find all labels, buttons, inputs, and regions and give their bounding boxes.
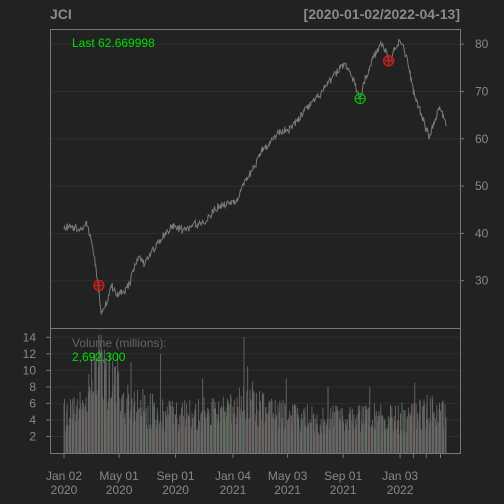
price-y-axis: 30 40 50 60 70 80: [460, 37, 489, 288]
last-price-label: Last 62.669998: [72, 36, 155, 50]
volume-y-tick-label: 6: [29, 396, 36, 410]
x-tick-label: Jan 04: [215, 469, 251, 483]
x-tick-year: 2020: [162, 483, 189, 497]
x-tick-year: 2021: [274, 483, 301, 497]
x-tick-year: 2021: [330, 483, 357, 497]
volume-y-tick-label: 8: [29, 380, 36, 394]
x-tick-label: Sep 01: [324, 469, 362, 483]
x-tick-label: May 01: [99, 469, 139, 483]
price-grid: [51, 43, 460, 282]
x-tick-label: May 03: [268, 469, 308, 483]
price-y-tick-label: 60: [475, 132, 489, 146]
x-tick-year: 2020: [51, 483, 78, 497]
volume-panel-frame: [50, 328, 461, 454]
price-y-tick-label: 70: [475, 84, 489, 98]
x-tick-label: Jan 02: [46, 469, 82, 483]
volume-value: 2,692,300: [72, 350, 126, 364]
price-y-tick-label: 30: [475, 274, 489, 288]
chart-date-range: [2020-01-02/2022-04-13]: [304, 6, 460, 22]
volume-y-axis: 2 4 6 8 10 12 14: [23, 330, 50, 443]
price-y-tick-label: 80: [475, 37, 489, 51]
price-y-tick-label: 50: [475, 179, 489, 193]
price-line: [63, 38, 447, 316]
x-tick-year: 2021: [220, 483, 247, 497]
price-y-tick-label: 40: [475, 226, 489, 240]
volume-label: Volume (millions):: [72, 336, 167, 350]
x-tick-year: 2020: [106, 483, 133, 497]
volume-y-tick-label: 12: [23, 347, 37, 361]
volume-bars: [63, 334, 447, 453]
volume-y-tick-label: 14: [23, 330, 37, 344]
price-series: [63, 38, 447, 316]
chart-title: JCI: [50, 6, 72, 22]
x-tick-year: 2022: [387, 483, 414, 497]
signal-markers: [93, 55, 395, 292]
volume-y-tick-label: 10: [23, 363, 37, 377]
x-tick-label: Sep 01: [157, 469, 195, 483]
x-tick-label: Jan 03: [382, 469, 418, 483]
volume-y-tick-label: 4: [29, 413, 36, 427]
volume-y-tick-label: 2: [29, 429, 36, 443]
